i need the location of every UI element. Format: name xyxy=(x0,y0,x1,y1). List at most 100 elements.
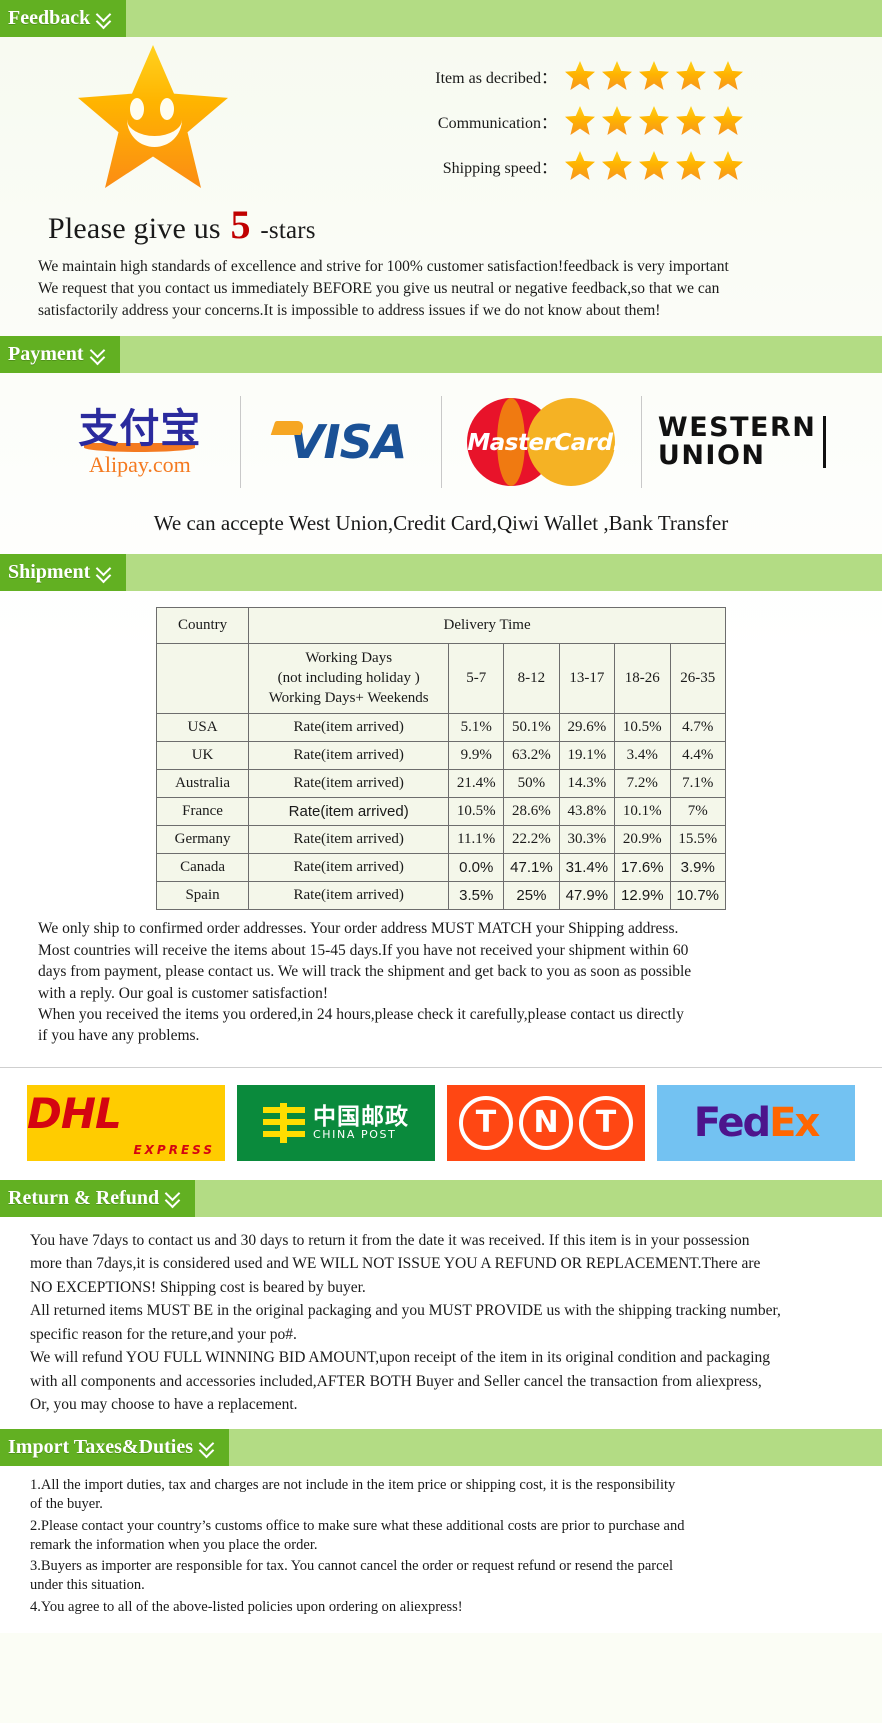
th-range: 26-35 xyxy=(669,642,727,715)
china-post-mark-icon xyxy=(263,1102,305,1143)
cell-value: 17.6% xyxy=(614,853,671,883)
cell-value: 10.5% xyxy=(448,797,505,827)
china-post-cn-text: 中国邮政 xyxy=(313,1103,409,1130)
tax-item: 1.All the import duties, tax and charges… xyxy=(30,1476,866,1515)
feedback-line: We maintain high standards of excellence… xyxy=(38,258,729,275)
headline-number: 5 xyxy=(230,202,251,247)
dhl-logo: DHL EXPRESS xyxy=(26,1084,226,1162)
chevron-down-icon xyxy=(95,6,112,30)
return-line: We will refund YOU FULL WINNING BID AMOU… xyxy=(30,1349,771,1367)
return-line: specific reason for the reture,and your … xyxy=(30,1325,297,1343)
payment-tab[interactable]: Payment xyxy=(0,336,120,373)
return-line: Or, you may choose to have a replacement… xyxy=(30,1396,298,1414)
divider xyxy=(0,1066,882,1068)
headline-post: -stars xyxy=(260,217,316,244)
rating-row: Item as decribed： xyxy=(420,61,882,90)
table-subheader-row: Working Days (not including holiday ) Wo… xyxy=(155,642,727,715)
cell-value: 47.9% xyxy=(558,881,616,911)
cell-value: 31.4% xyxy=(558,853,616,883)
th-delivery-time: Delivery Time xyxy=(248,607,726,644)
star-icon xyxy=(565,106,595,135)
table-row: France Rate(item arrived) 10.5% 28.6% 43… xyxy=(155,797,727,827)
cell-value: 47.1% xyxy=(503,853,560,883)
working-days-line: (not including holiday ) xyxy=(277,669,420,686)
cell-value: 12.9% xyxy=(614,881,671,911)
tax-item: 4.You agree to all of the above-listed p… xyxy=(30,1598,866,1617)
cell-value: 43.8% xyxy=(558,797,616,827)
cell-value: 0.0% xyxy=(448,853,505,883)
smiling-star-icon xyxy=(78,45,238,195)
courier-logo-row: DHL EXPRESS 中国邮政 CHINA POST T N T Fed Ex xyxy=(0,1068,882,1180)
rating-label: Communication： xyxy=(437,114,557,132)
cell-value: 7% xyxy=(669,797,727,827)
shipment-line: When you received the items you ordered,… xyxy=(38,1005,684,1023)
cell-rate-label: Rate(item arrived) xyxy=(248,825,450,855)
visa-text: VISA xyxy=(288,415,407,469)
star-icon xyxy=(602,151,632,180)
cell-country: USA xyxy=(155,713,250,743)
feedback-tab[interactable]: Feedback xyxy=(0,0,127,37)
return-tab[interactable]: Return & Refund xyxy=(0,1179,196,1217)
return-line: All returned items MUST BE in the origin… xyxy=(30,1302,781,1320)
rating-label: Item as decribed： xyxy=(435,69,557,87)
rating-stars xyxy=(565,61,743,90)
feedback-left: Please give us 5 -stars xyxy=(0,43,420,248)
cell-value: 3.9% xyxy=(669,853,727,883)
cell-value: 7.2% xyxy=(614,769,671,799)
china-post-en-text: CHINA POST xyxy=(313,1127,397,1141)
cell-value: 10.7% xyxy=(669,881,727,911)
shipment-line: with a reply. Our goal is customer satis… xyxy=(38,984,328,1002)
alipay-swoosh-icon xyxy=(84,442,196,452)
chevron-down-icon xyxy=(95,560,112,584)
th-working-days: Working Days (not including holiday ) Wo… xyxy=(248,642,450,715)
rating-list: Item as decribed： Communication： xyxy=(420,43,882,196)
tnt-letter: T xyxy=(459,1095,513,1150)
tnt-letter: N xyxy=(519,1095,573,1150)
shipment-paragraph: We only ship to confirmed order addresse… xyxy=(0,910,882,1056)
feedback-title: Feedback xyxy=(8,7,91,29)
cell-country: UK xyxy=(155,741,250,771)
th-range: 18-26 xyxy=(614,642,671,715)
cell-value: 5.1% xyxy=(448,713,505,743)
headline-pre: Please give us xyxy=(48,212,221,245)
cell-country: Australia xyxy=(155,769,250,799)
star-icon xyxy=(713,61,743,90)
cell-country: Spain xyxy=(155,881,250,911)
cell-value: 10.1% xyxy=(614,797,671,827)
th-range: 5-7 xyxy=(448,642,505,715)
feedback-paragraph: We maintain high standards of excellence… xyxy=(0,248,882,332)
return-paragraph: You have 7days to contact us and 30 days… xyxy=(0,1217,882,1429)
cell-value: 28.6% xyxy=(503,797,560,827)
dhl-text: DHL xyxy=(27,1088,122,1138)
th-range: 8-12 xyxy=(503,642,560,715)
star-icon xyxy=(713,106,743,135)
star-icon xyxy=(639,151,669,180)
table-row: UK Rate(item arrived) 9.9% 63.2% 19.1% 3… xyxy=(155,741,727,771)
rating-row: Shipping speed： xyxy=(420,151,882,180)
payment-title: Payment xyxy=(8,343,84,365)
cell-value: 50.1% xyxy=(503,713,560,743)
th-blank xyxy=(155,642,250,715)
th-country: Country xyxy=(155,607,250,644)
tax-item: 2.Please contact your country’s customs … xyxy=(30,1517,866,1556)
taxes-tab[interactable]: Import Taxes&Duties xyxy=(0,1429,230,1467)
tax-line: under this situation. xyxy=(30,1577,145,1594)
feedback-body: Please give us 5 -stars Item as decribed… xyxy=(0,37,882,336)
shipment-line: Most countries will receive the items ab… xyxy=(38,941,689,959)
cell-value: 29.6% xyxy=(558,713,616,743)
fedex-ex-text: Ex xyxy=(769,1099,820,1146)
payment-note: We can accepte West Union,Credit Card,Qi… xyxy=(153,511,729,535)
cell-value: 4.4% xyxy=(669,741,727,771)
star-icon xyxy=(602,61,632,90)
table-row: Canada Rate(item arrived) 0.0% 47.1% 31.… xyxy=(155,853,727,883)
product-policy-page: Feedback Please give us 5 -stars Item xyxy=(0,0,882,1633)
return-line: with all components and accessories incl… xyxy=(30,1372,762,1390)
cell-value: 11.1% xyxy=(448,825,505,855)
shipment-tab[interactable]: Shipment xyxy=(0,554,127,591)
alipay-cn-text: 支付宝 xyxy=(78,405,202,452)
tax-line: 3.Buyers as importer are responsible for… xyxy=(30,1558,674,1575)
taxes-title: Import Taxes&Duties xyxy=(8,1436,194,1459)
star-icon xyxy=(676,106,706,135)
delivery-table-wrap: Country Delivery Time Working Days (not … xyxy=(0,591,882,911)
shipment-title: Shipment xyxy=(8,561,91,583)
